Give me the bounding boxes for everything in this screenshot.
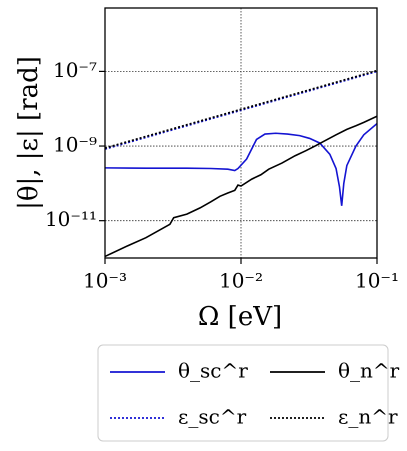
series-line	[105, 115, 377, 258]
legend-box	[97, 344, 389, 442]
x-tick-label: 10⁻¹	[355, 269, 399, 293]
x-tick-label: 10⁻²	[219, 269, 263, 293]
x-tick-label: 10⁻³	[83, 269, 127, 293]
legend-label: ε_sc^r	[178, 405, 247, 429]
series-line	[105, 122, 377, 206]
y-tick-label: 10⁻⁹	[53, 133, 97, 157]
x-axis-label: Ω [eV]	[198, 302, 282, 332]
plot-frame	[104, 7, 378, 259]
legend-label: θ_sc^r	[178, 359, 248, 383]
y-tick-label: 10⁻⁷	[53, 58, 97, 82]
legend-label: ε_n^r	[338, 405, 398, 429]
y-tick-label: 10⁻¹¹	[45, 207, 97, 231]
legend-label: θ_n^r	[338, 359, 400, 383]
series-line	[105, 69, 377, 149]
y-axis-label: |θ|, |ε| [rad]	[14, 56, 44, 210]
